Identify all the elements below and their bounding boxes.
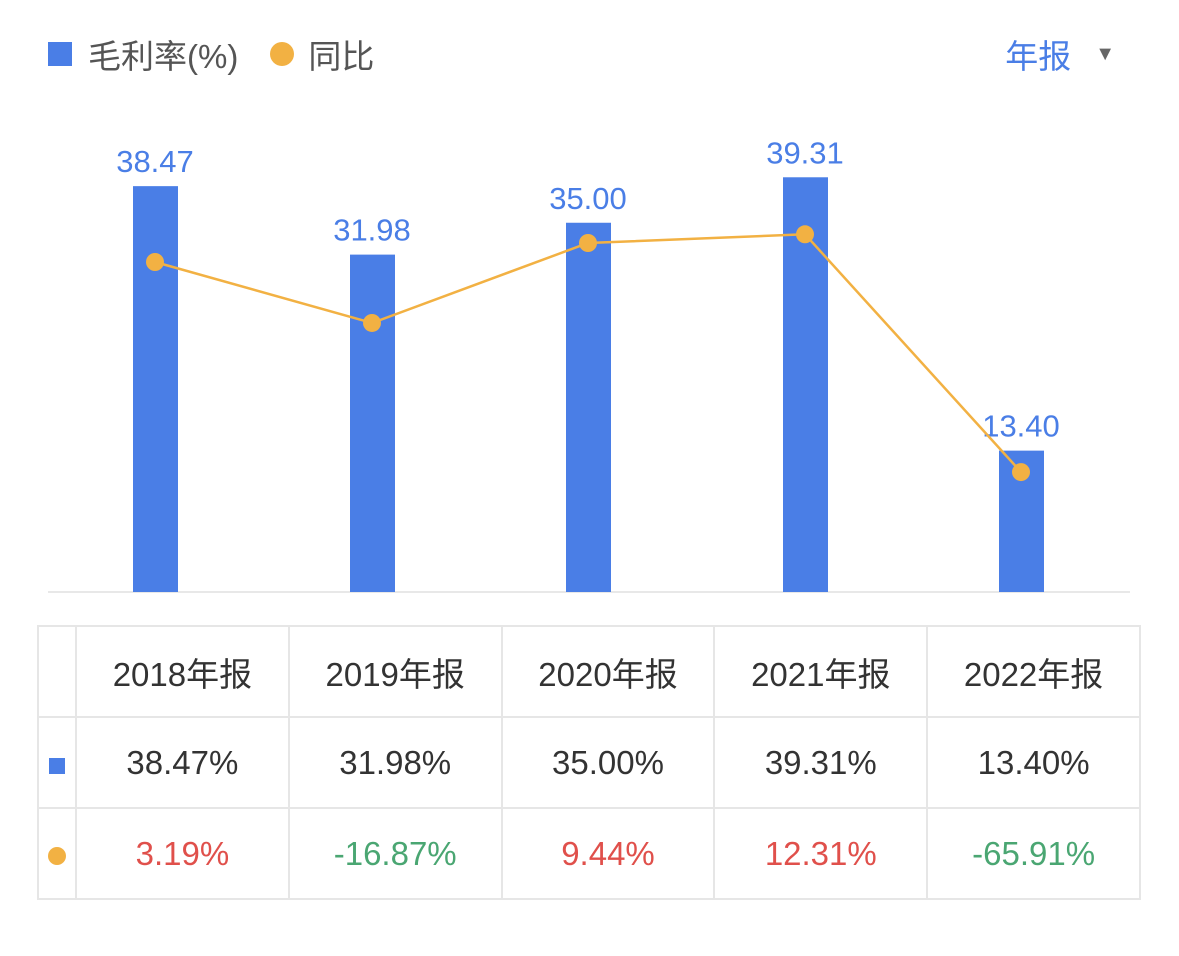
chart: 38.47 31.98 35.00 39.31 13.40 (48, 135, 1130, 593)
line-marker-icon (48, 846, 66, 865)
bar-value-cell: 35.00% (500, 716, 716, 809)
bar-data-label: 31.98 (333, 213, 411, 248)
table-header-row: 2018年报 2019年报 2020年报 2021年报 2022年报 (37, 625, 1141, 718)
data-table: 2018年报 2019年报 2020年报 2021年报 2022年报 38.47% 31.… (37, 625, 1141, 900)
line-row-marker-cell (37, 807, 77, 900)
yoy-value-cell: 12.31% (713, 807, 929, 900)
yoy-point[interactable] (1012, 463, 1030, 482)
table-row-line: 3.19% -16.87% 9.44% 12.31% -65.91% (37, 807, 1141, 900)
bar-value-cell: 38.47% (75, 716, 290, 809)
yoy-value-cell: -65.91% (926, 807, 1141, 900)
legend: 毛利率(%) 同比 (48, 30, 374, 78)
bar[interactable] (350, 254, 395, 592)
period-select[interactable]: 年报 ▼ (1005, 30, 1115, 78)
bar-row-marker-cell (37, 716, 77, 809)
bar-data-label: 35.00 (549, 181, 627, 216)
header-cell: 2018年报 (75, 625, 290, 718)
bar[interactable] (783, 177, 828, 593)
yoy-point[interactable] (796, 225, 814, 244)
line-legend-marker (270, 42, 295, 66)
header-cell: 2022年报 (926, 625, 1141, 718)
bar[interactable] (566, 222, 611, 592)
yoy-value-cell: -16.87% (287, 807, 503, 900)
header-cell: 2019年报 (287, 625, 503, 718)
yoy-point[interactable] (146, 253, 164, 272)
yoy-point[interactable] (579, 234, 597, 253)
bar[interactable] (133, 186, 178, 593)
corner-cell (37, 625, 77, 718)
yoy-value-cell: 9.44% (500, 807, 716, 900)
bar-legend-marker (48, 42, 72, 66)
period-select-value: 年报 (1005, 38, 1072, 75)
bar-marker-icon (49, 757, 65, 774)
bar-legend-label: 毛利率(%) (88, 38, 239, 75)
header-cell: 2021年报 (713, 625, 929, 718)
bar-value-cell: 13.40% (926, 716, 1141, 809)
yoy-value-cell: 3.19% (75, 807, 290, 900)
line-legend-label: 同比 (308, 38, 375, 75)
header-cell: 2020年报 (500, 625, 716, 718)
bar-data-label: 38.47 (116, 144, 194, 179)
bar-value-cell: 39.31% (713, 716, 929, 809)
bar-data-label: 39.31 (766, 135, 844, 170)
yoy-point[interactable] (363, 313, 381, 332)
table-row-bar: 38.47% 31.98% 35.00% 39.31% 13.40% (37, 716, 1141, 809)
caret-down-icon: ▼ (1095, 42, 1115, 65)
bar-value-cell: 31.98% (287, 716, 503, 809)
bar-data-label: 13.40 (982, 409, 1060, 444)
